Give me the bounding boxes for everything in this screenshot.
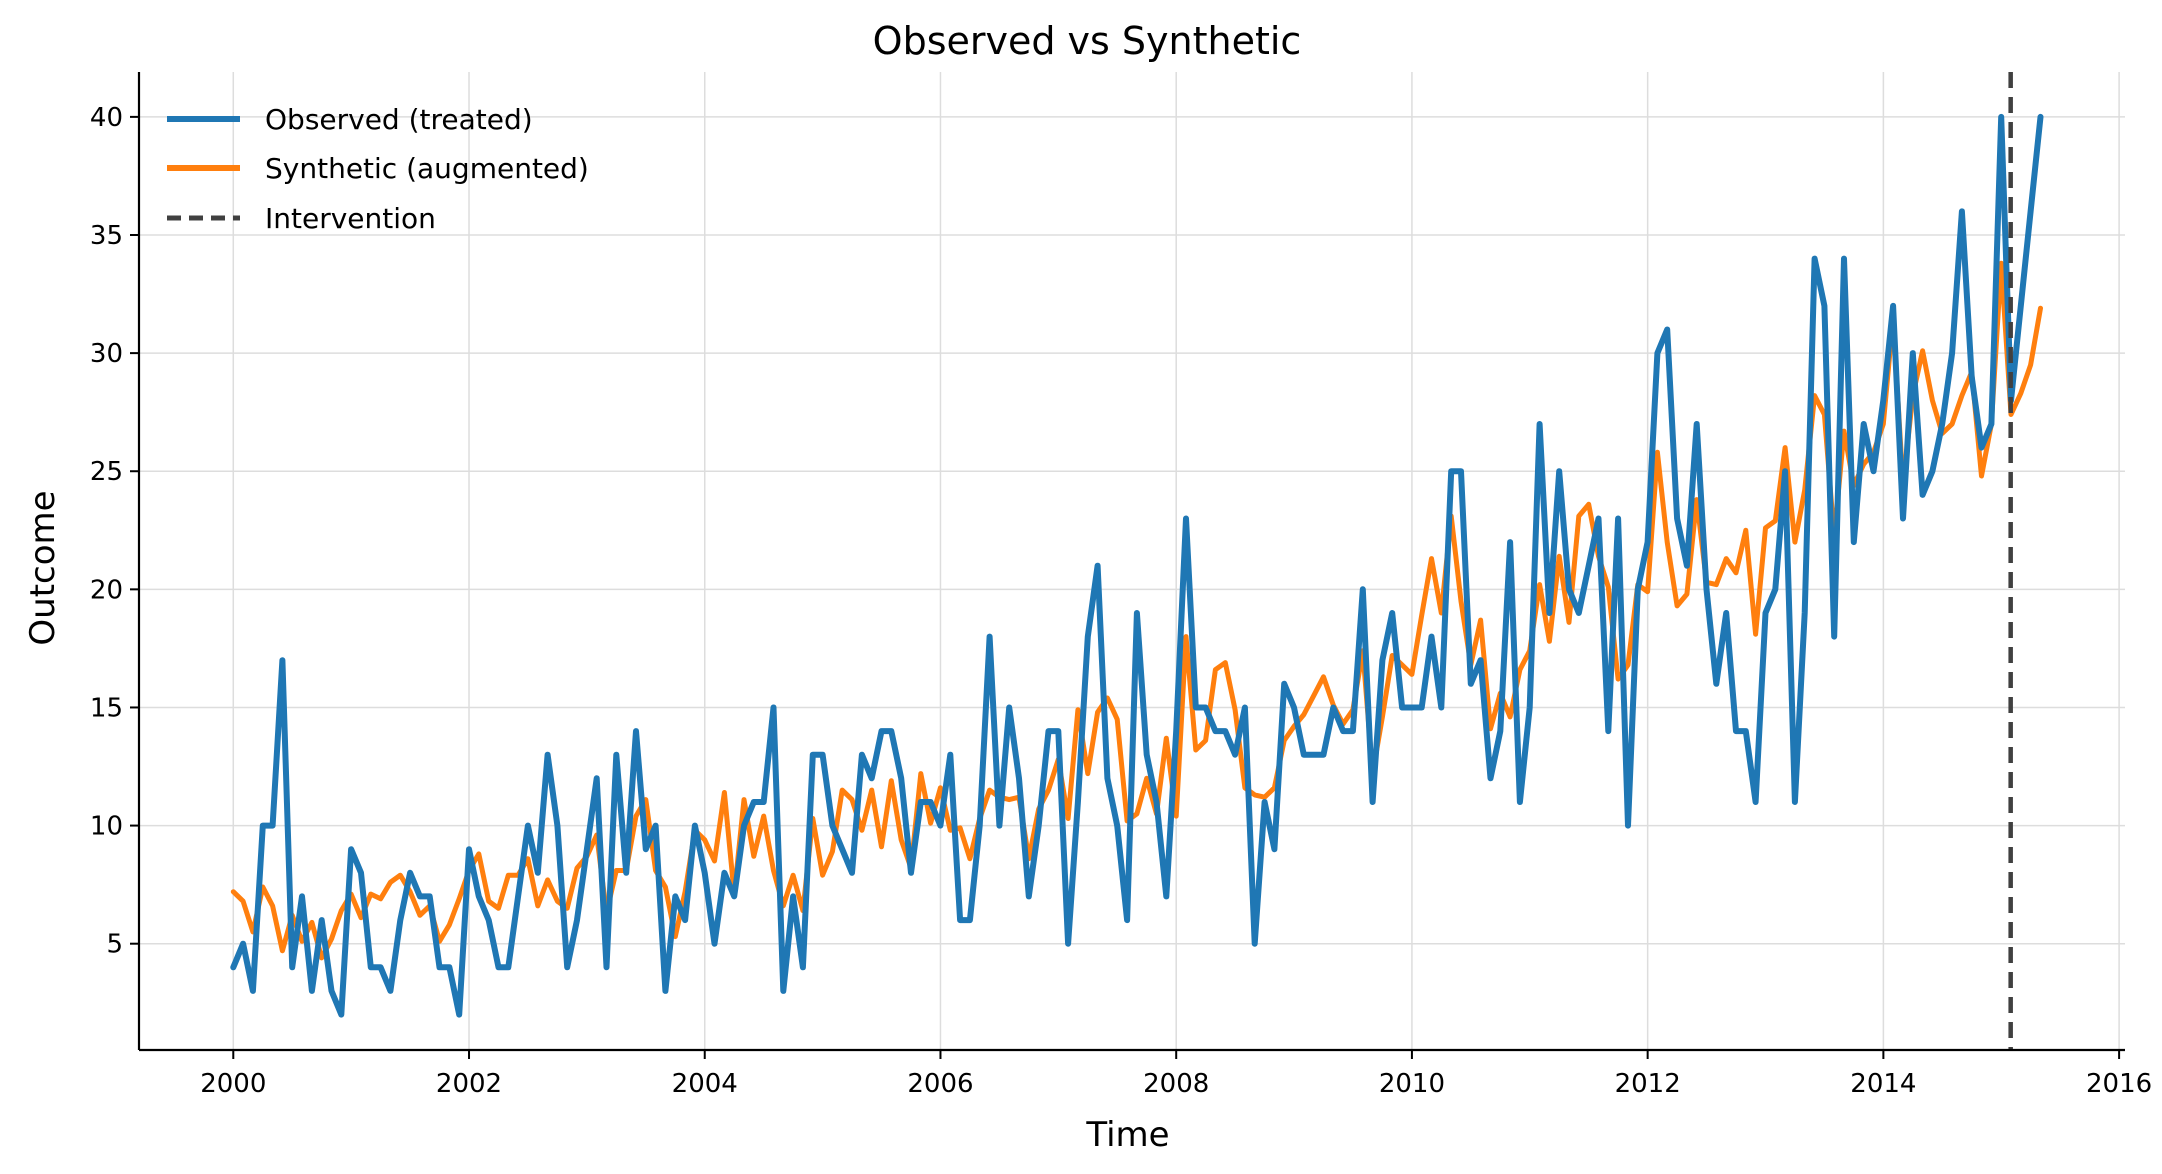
series-line-synthetic: [230, 260, 2043, 961]
y-tick-label: 5: [106, 930, 123, 960]
x-tick-label: 2008: [1143, 1069, 1209, 1099]
y-axis-label: Outcome: [23, 490, 63, 645]
legend: Observed (treated) Synthetic (augmented)…: [167, 103, 589, 235]
ticks: 2000 2002 2004 2006 2008 2010 2012 2014 2016 5 10 1…: [90, 103, 2152, 1099]
series-line-observed: [230, 113, 2044, 1018]
grid: [139, 72, 2125, 1050]
y-tick-label: 20: [90, 575, 123, 605]
y-tick-label: 10: [90, 812, 123, 842]
x-tick-label: 2012: [1615, 1069, 1681, 1099]
y-tick-label: 40: [90, 103, 123, 133]
y-tick-label: 35: [90, 221, 123, 251]
legend-label-observed: Observed (treated): [265, 103, 533, 136]
x-tick-label: 2000: [200, 1069, 266, 1099]
y-tick-label: 30: [90, 339, 123, 369]
x-axis-label: Time: [1085, 1115, 1169, 1155]
x-tick-label: 2004: [672, 1069, 738, 1099]
x-tick-label: 2010: [1379, 1069, 1445, 1099]
series-group: [230, 113, 2044, 1018]
y-tick-label: 25: [90, 457, 123, 487]
x-tick-label: 2006: [907, 1069, 973, 1099]
x-tick-label: 2014: [1850, 1069, 1916, 1099]
x-tick-label: 2016: [2086, 1069, 2152, 1099]
legend-label-synthetic: Synthetic (augmented): [265, 152, 589, 185]
x-tick-label: 2002: [436, 1069, 502, 1099]
chart-title: Observed vs Synthetic: [873, 19, 1302, 63]
y-tick-label: 15: [90, 693, 123, 723]
legend-label-intervention: Intervention: [265, 202, 436, 235]
axes: [137, 72, 2125, 1052]
